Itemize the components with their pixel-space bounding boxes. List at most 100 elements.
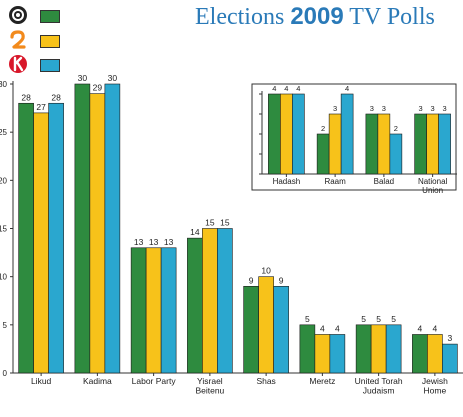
bar-value-label: 3 (370, 104, 374, 113)
channel-10-logo-icon (9, 6, 27, 24)
x-tick-label: Yisrael (197, 376, 223, 386)
main-chart-y-tick-label: 10 (0, 273, 8, 282)
bar (268, 93, 281, 175)
main-chart-y-tick-label: 0 (3, 369, 8, 378)
bar-value-label: 4 (418, 323, 423, 333)
bar (370, 324, 387, 374)
bar (414, 113, 427, 175)
bar-value-label: 4 (335, 323, 340, 333)
bar (329, 334, 346, 374)
channel-1-logo-icon (9, 55, 27, 73)
main-chart-y-tick-label: 5 (3, 321, 8, 330)
bar-value-label: 29 (93, 83, 103, 93)
x-tick-label: Home (424, 386, 447, 396)
channel-2-logo-icon (10, 30, 26, 49)
bar-value-label: 30 (78, 73, 88, 83)
bar-value-label: 4 (433, 323, 438, 333)
bar (426, 113, 439, 175)
main-chart-y-tick-label: 15 (0, 225, 8, 234)
bar-value-label: 5 (376, 314, 381, 324)
bar-value-label: 3 (443, 104, 447, 113)
bar-value-label: 4 (296, 84, 300, 93)
x-tick-label: Shas (256, 376, 275, 386)
bar (202, 228, 218, 374)
bar (377, 113, 391, 175)
bar (299, 324, 316, 374)
bar-value-label: 3 (419, 104, 423, 113)
legend-swatch-channel-1 (40, 59, 60, 72)
bar (355, 324, 372, 374)
bar-value-label: 3 (382, 104, 386, 113)
bar (18, 102, 34, 374)
x-tick-label: Jewish (422, 376, 448, 386)
bar-value-label: 10 (261, 266, 271, 276)
bar-value-label: 2 (321, 124, 325, 133)
bar-value-label: 14 (190, 227, 200, 237)
bar (385, 324, 402, 374)
bar-value-label: 5 (391, 314, 396, 324)
x-tick-label: Likud (31, 376, 52, 386)
bar (217, 228, 233, 374)
x-tick-label: Union (422, 186, 443, 195)
bar (316, 133, 330, 175)
bar-value-label: 5 (305, 314, 310, 324)
bar (340, 93, 354, 175)
bar (427, 334, 443, 374)
x-tick-label: Beitenu (195, 386, 224, 396)
x-tick-label: Kadima (83, 376, 112, 386)
bar (273, 285, 289, 374)
x-tick-label: National (418, 177, 448, 186)
bar (145, 247, 162, 374)
x-tick-label: Judaism (363, 386, 395, 396)
bar (292, 93, 305, 175)
bar (314, 334, 331, 374)
bar-value-label: 28 (51, 92, 61, 102)
title-prefix: Elections (195, 4, 291, 30)
bar (328, 113, 342, 175)
main-chart-y-tick-label: 30 (0, 80, 8, 89)
x-tick-label: Hadash (273, 177, 301, 186)
bar (89, 93, 106, 374)
bar-value-label: 13 (149, 237, 159, 247)
bar-value-label: 3 (333, 104, 337, 113)
bar-value-label: 3 (431, 104, 435, 113)
x-tick-label: United Torah (355, 376, 403, 386)
bar (389, 133, 403, 175)
bar-value-label: 15 (205, 218, 215, 228)
bar (258, 276, 274, 374)
main-chart-y-tick-label: 25 (0, 128, 8, 137)
bar (412, 334, 428, 374)
bar (365, 113, 379, 175)
bar (130, 247, 147, 374)
bar-value-label: 4 (345, 84, 349, 93)
bar-value-label: 4 (284, 84, 288, 93)
bar (33, 112, 49, 374)
bar (187, 237, 203, 374)
bar-value-label: 3 (448, 333, 453, 343)
x-tick-label: Meretz (309, 376, 335, 386)
bar (442, 343, 458, 374)
bar (104, 83, 121, 374)
bar-value-label: 9 (279, 275, 284, 285)
title-suffix: TV Polls (343, 4, 435, 30)
bar (48, 102, 64, 374)
bar-value-label: 30 (108, 73, 118, 83)
bar (243, 285, 259, 374)
bar-value-label: 5 (361, 314, 366, 324)
bar-value-label: 2 (394, 124, 398, 133)
bar (438, 113, 451, 175)
bar (74, 83, 91, 374)
bar (280, 93, 293, 175)
title-year: 2009 (290, 3, 344, 30)
x-tick-label: Labor Party (132, 376, 177, 386)
bar-value-label: 4 (272, 84, 276, 93)
bar-value-label: 15 (220, 218, 230, 228)
chart-title: Elections 2009 TV Polls (195, 2, 460, 32)
legend-swatch-channel-10 (40, 10, 60, 23)
x-tick-label: Balad (374, 177, 394, 186)
bar-value-label: 13 (164, 237, 174, 247)
bar-value-label: 13 (134, 237, 144, 247)
